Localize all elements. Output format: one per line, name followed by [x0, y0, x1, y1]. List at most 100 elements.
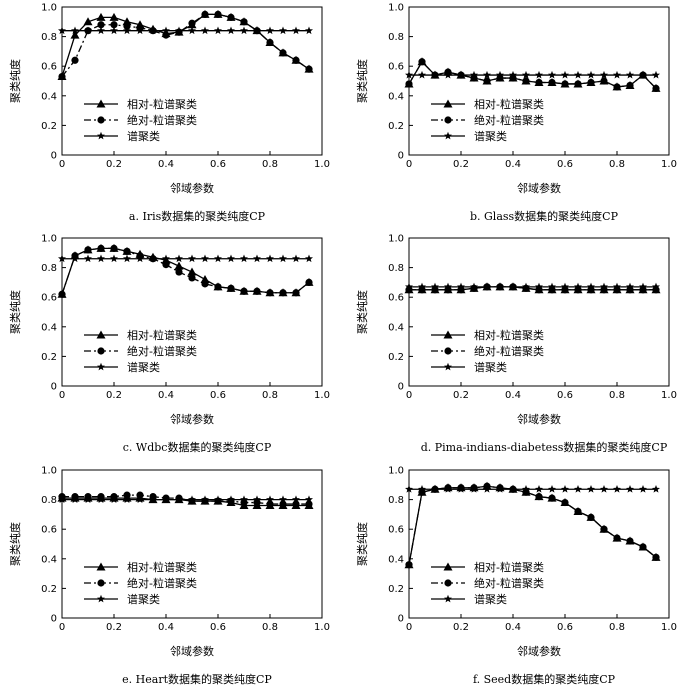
legend-marker-star [97, 362, 105, 371]
data-point-circle [613, 534, 621, 542]
data-point-star [535, 485, 543, 493]
data-point-star [71, 495, 79, 503]
data-point-star [574, 70, 582, 79]
data-point-star [84, 254, 92, 263]
data-point-star [509, 70, 517, 79]
data-point-star [292, 495, 300, 503]
data-point-star [97, 26, 105, 35]
data-point-star [652, 485, 660, 493]
data-point-circle [600, 525, 608, 533]
legend-marker-circle [97, 579, 105, 587]
data-point-star [188, 254, 196, 263]
legend-entry: 谱聚类 [474, 360, 507, 374]
data-point-circle [418, 58, 426, 66]
y-tick-label: 0.6 [388, 525, 404, 536]
data-point-star [561, 282, 569, 291]
x-tick-label: 1.0 [661, 159, 677, 170]
y-tick-label: 1.0 [388, 234, 404, 245]
series-line [408, 485, 657, 565]
plot-frame [61, 6, 323, 156]
data-point-star [444, 485, 452, 493]
x-tick-label: 1.0 [661, 622, 677, 633]
data-point-star [600, 485, 608, 493]
data-point-circle [214, 283, 222, 291]
data-point-star [509, 485, 517, 493]
data-point-star [201, 254, 209, 263]
data-point-triangle [83, 17, 93, 26]
data-point-circle [587, 78, 595, 87]
y-tick-label: 0.6 [388, 62, 404, 73]
data-point-star [279, 26, 287, 35]
y-tick-label: 0.4 [388, 554, 404, 565]
legend-entry: 谱聚类 [127, 360, 160, 374]
x-tick-label: 0 [59, 390, 65, 401]
data-point-star [457, 485, 465, 493]
legend-entry: 谱聚类 [127, 592, 160, 606]
data-point-circle [110, 244, 118, 252]
legend-entry: 谱聚类 [474, 129, 507, 143]
y-tick-label: 0.4 [388, 322, 404, 333]
data-point-star [58, 26, 66, 35]
x-tick-label: 0.2 [106, 390, 122, 401]
series-star [58, 26, 313, 35]
legend-marker-circle [444, 579, 452, 587]
data-point-star [496, 485, 504, 493]
legend-marker-star [444, 362, 452, 371]
legend-marker-circle [97, 347, 105, 355]
x-tick-label: 0.6 [557, 159, 573, 170]
x-tick-label: 0.6 [557, 390, 573, 401]
data-point-star [561, 70, 569, 79]
data-point-star [639, 485, 647, 493]
plot-frame [61, 237, 323, 387]
data-point-circle [305, 278, 313, 286]
y-tick-label: 1.0 [41, 3, 57, 14]
data-point-circle [292, 500, 300, 508]
data-point-star [162, 254, 170, 263]
data-point-star [522, 282, 530, 291]
chart-panel-3: 0 0.2 0.4 0.6 0.8 1.0 0 0.2 0.4 0.6 0.8 1.0 邻域参数 聚类纯度… [8, 234, 330, 455]
data-point-circle [227, 13, 235, 21]
y-axis-label: 聚类纯度 [355, 59, 369, 103]
data-point-star [496, 70, 504, 79]
data-point-circle [201, 280, 209, 288]
series-star [405, 282, 660, 291]
data-point-circle [240, 287, 248, 295]
y-tick-label: 0.4 [388, 91, 404, 102]
data-point-star [470, 70, 478, 79]
y-tick-label: 0.8 [388, 32, 404, 43]
x-tick-label: 0.8 [609, 622, 625, 633]
y-tick-label: 0.8 [388, 263, 404, 274]
data-point-star [201, 495, 209, 503]
legend-entry: 相对-粒谱聚类 [127, 328, 197, 342]
data-point-star [188, 26, 196, 35]
y-tick-label: 0 [51, 151, 57, 162]
data-point-star [574, 485, 582, 493]
data-point-star [136, 495, 144, 503]
x-tick-label: 0.6 [210, 159, 226, 170]
data-point-star [136, 26, 144, 35]
data-point-circle [652, 553, 660, 561]
data-point-triangle [174, 261, 184, 270]
data-point-circle [123, 247, 131, 255]
series-circle [58, 244, 313, 298]
data-point-star [253, 254, 261, 263]
y-tick-label: 1.0 [41, 234, 57, 245]
y-tick-label: 0.2 [41, 121, 57, 132]
series-line [61, 247, 310, 295]
legend-entry: 绝对-粒谱聚类 [127, 576, 197, 590]
data-point-star [71, 254, 79, 263]
data-point-circle [266, 500, 274, 508]
data-point-star [470, 485, 478, 493]
plot-frame [61, 469, 323, 619]
x-tick-label: 1.0 [661, 390, 677, 401]
data-point-star [123, 254, 131, 263]
x-tick-label: 0.2 [453, 390, 469, 401]
data-point-star [444, 282, 452, 291]
y-axis-label: 聚类纯度 [8, 290, 22, 334]
data-point-circle [188, 19, 196, 27]
data-point-circle [240, 18, 248, 26]
data-point-star [279, 495, 287, 503]
